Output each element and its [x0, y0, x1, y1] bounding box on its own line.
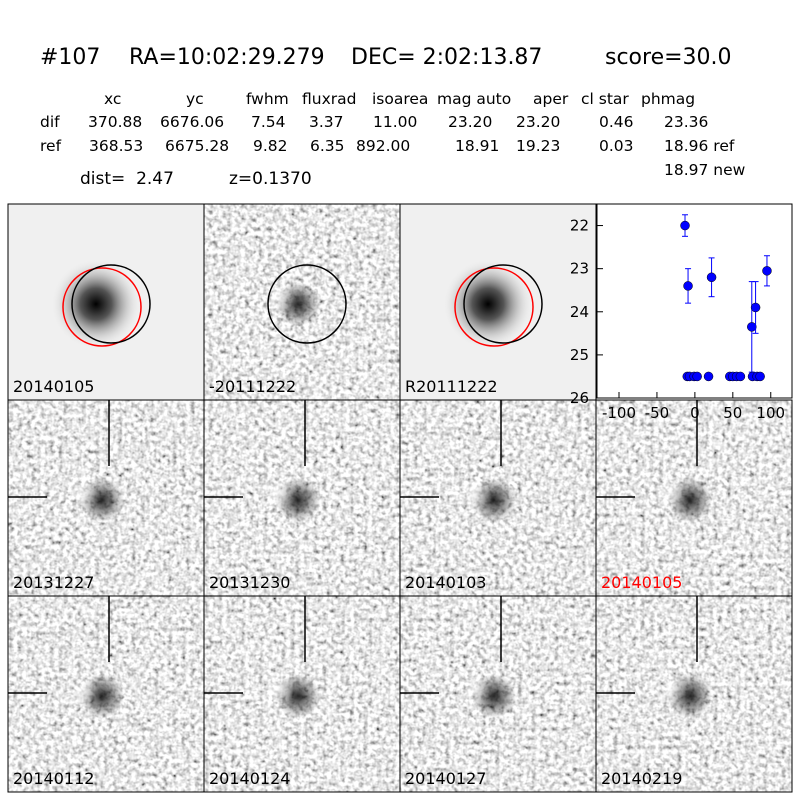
residual — [462, 676, 490, 704]
cell: 18.97 new — [664, 161, 746, 179]
cell: 18.91 — [455, 137, 499, 155]
y-tick-label: 25 — [570, 346, 589, 364]
residual — [266, 480, 294, 508]
residual — [266, 676, 294, 704]
cell: 18.96 ref — [664, 137, 735, 155]
stamp-label: 20140105 — [13, 377, 94, 396]
y-tick-label: 26 — [570, 389, 589, 407]
column-header: yc — [186, 90, 204, 108]
column-header: fwhm — [246, 90, 289, 108]
distance: dist= 2.47 — [80, 169, 174, 189]
cell: 7.54 — [251, 113, 286, 131]
point — [683, 281, 693, 291]
cell: 23.20 — [516, 113, 560, 131]
info-table: xc yc fwhm fluxrad isoarea mag auto aper cl sta… — [40, 90, 746, 189]
stamp-frame — [595, 595, 793, 793]
column-header: xc — [104, 90, 121, 108]
residual — [658, 480, 686, 508]
light-curve: 22 23 24 25 26 -100 -50 0 50 100 — [570, 203, 793, 422]
row-label: ref — [40, 137, 62, 155]
x-tick-label: 100 — [756, 404, 785, 422]
stamp-label: 20131227 — [13, 573, 94, 592]
cell: 6676.06 — [160, 113, 224, 131]
stamp-label: 20131230 — [209, 573, 290, 592]
point — [680, 220, 690, 231]
source-blob — [443, 259, 533, 349]
point — [735, 371, 746, 382]
residual — [70, 480, 98, 508]
black-aperture — [267, 264, 347, 344]
point — [747, 322, 757, 332]
cell: 3.37 — [309, 113, 344, 131]
stamp-label: 20140127 — [405, 769, 486, 788]
point — [706, 272, 717, 283]
cell: 6675.28 — [165, 137, 229, 155]
stamp-label: 20140112 — [13, 769, 94, 788]
point — [703, 371, 714, 382]
cell: 23.36 — [664, 113, 708, 131]
point — [755, 371, 765, 382]
red-aperture — [62, 267, 142, 347]
cell: 23.20 — [448, 113, 492, 131]
ra: RA=10:02:29.279 — [129, 45, 325, 70]
stamp-label: 20140219 — [601, 769, 682, 788]
source-blob — [51, 259, 141, 349]
cell: 11.00 — [373, 113, 417, 131]
header: #107 RA=10:02:29.279 DEC= 2:02:13.87 sco… — [40, 45, 732, 70]
cell: 892.00 — [356, 137, 410, 155]
cell: 19.23 — [516, 137, 560, 155]
residual — [658, 676, 686, 704]
stamp-label: 20140105 — [601, 573, 682, 592]
cell: 9.82 — [253, 137, 288, 155]
point — [692, 371, 702, 382]
cell: 0.03 — [599, 137, 634, 155]
cell: 6.35 — [310, 137, 345, 155]
stamp-label: R20111222 — [405, 377, 498, 396]
residual — [462, 480, 490, 508]
black-aperture — [463, 264, 543, 344]
cell: 370.88 — [88, 113, 142, 131]
dec: DEC= 2:02:13.87 — [351, 45, 542, 70]
y-tick-label: 22 — [570, 217, 589, 235]
stamps: 20140105 -20111222 R20111222 20131227 201312… — [7, 203, 793, 793]
cell: 368.53 — [89, 137, 143, 155]
column-header: mag auto — [437, 90, 511, 108]
residual — [70, 676, 98, 704]
column-header: phmag — [641, 90, 695, 108]
candidate-id: #107 — [40, 45, 100, 70]
y-tick-label: 24 — [570, 303, 589, 321]
y-tick-label: 23 — [570, 260, 589, 278]
x-tick-label: 50 — [723, 404, 742, 422]
score: score=30.0 — [605, 45, 732, 70]
stamp-label: 20140124 — [209, 769, 290, 788]
stamp-label: 20140103 — [405, 573, 486, 592]
point — [762, 266, 772, 276]
row-label: dif — [40, 113, 60, 131]
column-header: isoarea — [372, 90, 428, 108]
column-header: fluxrad — [302, 90, 356, 108]
x-tick-label: 0 — [690, 404, 700, 422]
column-header: cl star — [581, 90, 629, 108]
stamp-label: -20111222 — [209, 377, 296, 396]
x-tick-label: -50 — [645, 404, 670, 422]
redshift: z=0.1370 — [229, 169, 312, 189]
point — [750, 302, 761, 313]
residual — [266, 284, 294, 312]
x-tick-label: -100 — [602, 404, 636, 422]
plot-area — [596, 203, 793, 399]
black-aperture — [71, 264, 151, 344]
cell: 0.46 — [599, 113, 634, 131]
red-aperture — [454, 267, 534, 347]
column-header: aper — [533, 90, 569, 108]
